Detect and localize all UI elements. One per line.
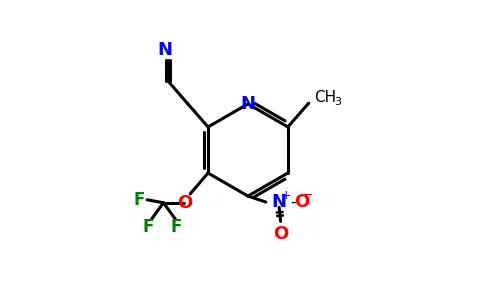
Text: 3: 3	[334, 97, 341, 107]
Text: CH: CH	[314, 90, 336, 105]
Text: +: +	[280, 189, 291, 202]
Text: F: F	[142, 218, 154, 236]
Text: F: F	[134, 191, 145, 209]
Text: F: F	[170, 218, 182, 236]
Text: N: N	[272, 193, 287, 211]
Text: O: O	[177, 194, 192, 212]
Text: O: O	[294, 193, 309, 211]
Text: N: N	[157, 41, 172, 59]
Text: −: −	[302, 189, 313, 202]
Text: N: N	[241, 95, 256, 113]
Text: O: O	[273, 225, 288, 243]
Text: -: -	[290, 193, 296, 211]
